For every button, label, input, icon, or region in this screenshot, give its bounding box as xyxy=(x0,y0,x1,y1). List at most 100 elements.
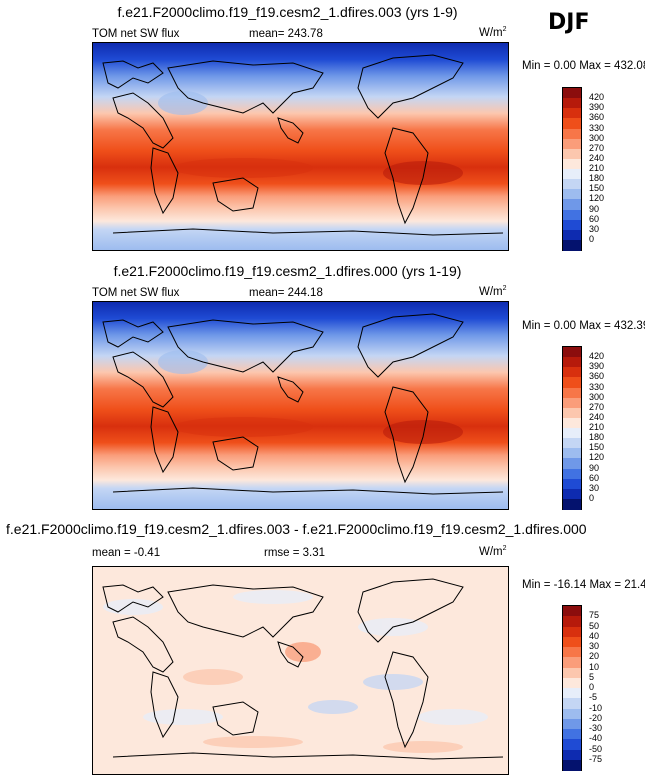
colorbar-label: 30 xyxy=(589,482,600,493)
season-label: DJF xyxy=(548,10,590,35)
colorbar-swatch xyxy=(563,478,581,490)
panel3-mean-label: mean = -0.41 xyxy=(92,547,161,559)
colorbar-label: 360 xyxy=(589,112,605,123)
colorbar-swatch xyxy=(563,138,581,150)
colorbar-swatch xyxy=(563,647,581,658)
panel1-title: f.e21.F2000climo.f19_f19.cesm2_1.dfires.… xyxy=(117,4,458,20)
colorbar-swatch xyxy=(563,698,581,709)
colorbar-label: 75 xyxy=(589,610,600,621)
colorbar-label: 420 xyxy=(589,351,605,362)
colorbar-label: 390 xyxy=(589,361,605,372)
colorbar-swatch xyxy=(563,357,581,368)
panel2-map xyxy=(92,301,509,510)
coastline xyxy=(357,578,464,643)
colorbar-swatch xyxy=(563,118,581,129)
panel3-rmse-label: rmse = 3.31 xyxy=(264,547,326,559)
colorbar-label: 300 xyxy=(589,391,605,402)
coastline xyxy=(102,60,164,89)
panel2-colorbar xyxy=(562,346,582,510)
panel2-minmax: Min = 0.00 Max = 432.39 xyxy=(522,320,645,332)
coastline xyxy=(384,386,429,484)
colorbar-swatch xyxy=(563,219,581,231)
coastline xyxy=(277,376,304,403)
colorbar-label: 210 xyxy=(589,163,605,173)
coastline xyxy=(150,147,179,215)
colorbar-label: -5 xyxy=(589,692,598,703)
colorbar-swatch xyxy=(563,148,581,160)
colorbar-swatch xyxy=(563,377,581,388)
colorbar-label: -10 xyxy=(589,702,603,713)
colorbar-label: 360 xyxy=(589,371,605,382)
colorbar-swatch xyxy=(563,189,581,200)
coastline xyxy=(112,228,504,236)
coastline xyxy=(150,671,179,739)
colorbar-label: 390 xyxy=(589,102,605,113)
colorbar-label: 330 xyxy=(589,381,605,392)
colorbar-swatch xyxy=(563,458,581,469)
colorbar-swatch xyxy=(563,708,581,720)
colorbar-swatch xyxy=(563,108,581,119)
colorbar-swatch xyxy=(563,88,581,99)
colorbar-swatch xyxy=(563,179,581,190)
colorbar-swatch xyxy=(563,428,581,439)
colorbar-label: 90 xyxy=(589,203,600,214)
panel1-mean-label: mean= 243.78 xyxy=(249,28,323,40)
colorbar-label: 60 xyxy=(589,213,600,224)
colorbar-swatch xyxy=(563,169,581,180)
colorbar-swatch xyxy=(563,718,581,730)
colorbar-label: 0 xyxy=(589,492,595,503)
panel1-variable-label: TOM net SW flux xyxy=(92,28,180,40)
panel2-variable-label: TOM net SW flux xyxy=(92,287,180,299)
colorbar-label: 10 xyxy=(589,661,600,672)
colorbar-swatch xyxy=(563,626,581,638)
colorbar-swatch xyxy=(563,128,581,140)
colorbar-swatch xyxy=(563,448,581,459)
coastline xyxy=(212,701,259,736)
colorbar-label: 270 xyxy=(589,401,605,412)
coastline xyxy=(112,92,174,149)
panel3-title: f.e21.F2000climo.f19_f19.cesm2_1.dfires.… xyxy=(6,521,587,537)
colorbar-label: 50 xyxy=(589,620,600,631)
colorbar-swatch xyxy=(563,387,581,399)
colorbar-swatch xyxy=(563,729,581,740)
panel3-minmax: Min = -16.14 Max = 21.42 xyxy=(522,579,645,591)
colorbar-swatch xyxy=(563,636,581,648)
coastline xyxy=(167,584,324,638)
colorbar-swatch xyxy=(563,498,581,510)
colorbar-swatch xyxy=(563,657,581,668)
coastline xyxy=(112,351,174,408)
panel3-colorbar xyxy=(562,605,582,771)
coastline xyxy=(112,487,504,495)
panel2-title: f.e21.F2000climo.f19_f19.cesm2_1.dfires.… xyxy=(113,263,462,279)
colorbar-swatch xyxy=(563,158,581,170)
colorbar-label: 420 xyxy=(589,92,605,103)
coastline xyxy=(357,54,464,119)
colorbar-swatch xyxy=(563,688,581,699)
colorbar-label: 5 xyxy=(589,671,595,682)
colorbar-label: 0 xyxy=(589,682,595,692)
colorbar-label: 60 xyxy=(589,472,600,483)
colorbar-swatch xyxy=(563,616,581,627)
panel3-map xyxy=(92,566,509,775)
colorbar-label: 0 xyxy=(589,233,595,244)
colorbar-label: 180 xyxy=(589,173,605,184)
colorbar-label: 30 xyxy=(589,641,600,651)
colorbar-swatch xyxy=(563,397,581,409)
panel2-units: W/m2 xyxy=(479,285,507,298)
coastline xyxy=(167,319,324,373)
colorbar-label: 240 xyxy=(589,152,605,163)
coastline xyxy=(384,127,429,225)
colorbar-swatch xyxy=(563,468,581,480)
panel1-units: W/m2 xyxy=(479,26,507,39)
colorbar-label: -40 xyxy=(589,733,603,744)
colorbar-label: -30 xyxy=(589,723,603,733)
panel3-units: W/m2 xyxy=(479,545,507,558)
colorbar-label: 180 xyxy=(589,432,605,443)
colorbar-label: 300 xyxy=(589,132,605,143)
coastline xyxy=(102,319,164,348)
panel2-mean-label: mean= 244.18 xyxy=(249,287,323,299)
colorbar-swatch xyxy=(563,667,581,679)
colorbar-swatch xyxy=(563,749,581,761)
coastline xyxy=(357,313,464,378)
colorbar-swatch xyxy=(563,407,581,419)
